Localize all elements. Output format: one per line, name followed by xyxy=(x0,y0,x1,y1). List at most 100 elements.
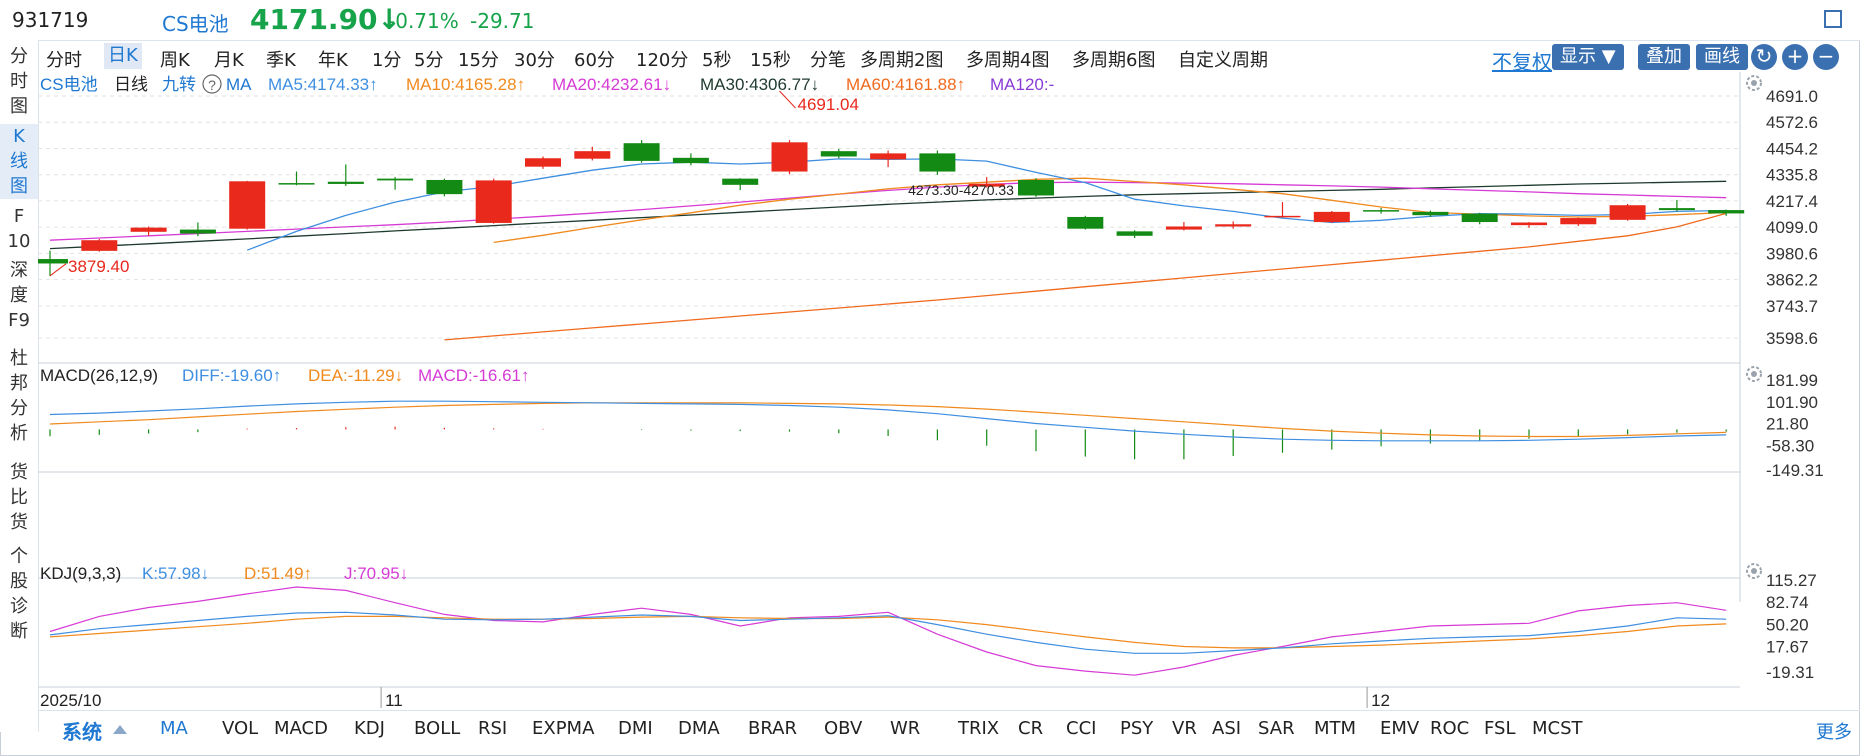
indicator-dmi[interactable]: DMI xyxy=(618,718,653,739)
show-button[interactable]: 显示 ▼ xyxy=(1552,44,1624,70)
quote-header: 931719 CS电池 4171.90↓ -0.71% -29.71 xyxy=(0,0,1860,41)
indicator-roc[interactable]: ROC xyxy=(1430,718,1470,739)
indicator-cci[interactable]: CCI xyxy=(1066,718,1097,739)
high-label: 4691.04 xyxy=(798,95,859,114)
kdj-settings-gear-icon xyxy=(1751,568,1757,574)
candle-body xyxy=(1215,224,1252,227)
sidebar-item-label: 深 xyxy=(10,260,28,281)
indicator-ma[interactable]: MA xyxy=(160,718,188,739)
candle-body xyxy=(1264,215,1301,218)
legend-ma120: MA120:- xyxy=(990,75,1054,94)
adjust-dropdown[interactable]: 不复权 xyxy=(1492,50,1552,74)
indicator-vol[interactable]: VOL xyxy=(222,718,259,739)
sidebar-item-4[interactable]: 杜邦分析 xyxy=(0,346,38,446)
candle-body xyxy=(574,151,611,159)
tab-6[interactable]: 1分 xyxy=(372,50,402,71)
tab-7[interactable]: 5分 xyxy=(414,50,444,71)
tab-15[interactable]: 多周期2图 xyxy=(860,50,944,71)
sidebar-item-5[interactable]: 货比货 xyxy=(0,460,38,535)
change-value: -29.71 xyxy=(470,9,535,33)
indicator-cr[interactable]: CR xyxy=(1018,718,1044,739)
change-percent: -0.71% xyxy=(388,9,459,33)
indicator-mcst[interactable]: MCST xyxy=(1532,718,1583,739)
legend-ma10: MA10:4165.28↑ xyxy=(406,75,525,94)
sidebar-item-label: 10 xyxy=(7,231,31,252)
indicator-psy[interactable]: PSY xyxy=(1120,718,1154,739)
tab-3[interactable]: 月K xyxy=(214,50,244,71)
sidebar-item-label: 股 xyxy=(10,571,28,592)
sidebar-item-0[interactable]: 分时图 xyxy=(0,44,38,119)
draw-line-button[interactable]: 画线 xyxy=(1696,44,1748,70)
tab-14[interactable]: 分笔 xyxy=(810,50,846,71)
sidebar-item-label: 诊 xyxy=(10,596,28,617)
indicator-boll[interactable]: BOLL xyxy=(414,718,461,739)
ma30-line xyxy=(49,180,1727,250)
refresh-icon[interactable]: ↻ xyxy=(1751,44,1777,70)
period-tabs: 不复权 显示 ▼ 叠加 画线 ↻ + − 分时 日K 周K 月K 季K 年K 1分 5分 15分… xyxy=(38,40,1860,74)
tab-10[interactable]: 60分 xyxy=(574,50,615,71)
candle-body xyxy=(327,181,364,184)
indicator-trix[interactable]: TRIX xyxy=(958,718,1000,739)
tab-13[interactable]: 15秒 xyxy=(750,50,791,71)
legend-ma20: MA20:4232.61↓ xyxy=(552,75,671,94)
price-tick-label: 4335.8 xyxy=(1766,166,1818,185)
zoom-in-icon[interactable]: + xyxy=(1782,44,1808,70)
tab-2[interactable]: 周K xyxy=(160,50,190,71)
legend-ma30: MA30:4306.77↓ xyxy=(700,75,819,94)
tab-11[interactable]: 120分 xyxy=(636,50,689,71)
tab-1[interactable]: 日K xyxy=(104,43,142,69)
indicator-fsl[interactable]: FSL xyxy=(1484,718,1516,739)
candle-body xyxy=(1313,211,1350,223)
tab-0[interactable]: 分时 xyxy=(46,50,82,71)
zoom-out-icon[interactable]: − xyxy=(1813,44,1839,70)
sidebar-item-3[interactable]: 深度 F9 xyxy=(0,258,38,333)
system-arrow-icon[interactable] xyxy=(113,725,127,734)
low-label: 3879.40 xyxy=(68,257,129,276)
indicator-mtm[interactable]: MTM xyxy=(1314,718,1357,739)
price-tick-label: 3862.2 xyxy=(1766,271,1818,290)
x-axis-label: 11 xyxy=(385,691,403,708)
indicator-emv[interactable]: EMV xyxy=(1380,718,1420,739)
kdj-legend-k: K:57.98↓ xyxy=(142,564,209,583)
tab-5[interactable]: 年K xyxy=(318,50,348,71)
indicator-dma[interactable]: DMA xyxy=(678,718,720,739)
tab-9[interactable]: 30分 xyxy=(514,50,555,71)
indicator-obv[interactable]: OBV xyxy=(824,718,863,739)
legend-mode: 九转 xyxy=(162,75,196,94)
kline-chart[interactable]: 4691.0 4572.6 4454.2 4335.8 4217.4 4099.0 3980… xyxy=(38,72,1860,708)
macd-legend-title: MACD(26,12,9) xyxy=(40,366,158,385)
maximize-icon[interactable] xyxy=(1824,10,1842,28)
settings-gear-icon xyxy=(1751,80,1757,86)
tab-8[interactable]: 15分 xyxy=(458,50,499,71)
indicator-rsi[interactable]: RSI xyxy=(478,718,508,739)
tab-17[interactable]: 多周期6图 xyxy=(1072,50,1156,71)
sidebar-item-label: 时 xyxy=(10,71,28,92)
k-line xyxy=(49,611,1727,654)
more-button[interactable]: 更多 xyxy=(1816,722,1852,743)
price-tick-label: 4454.2 xyxy=(1766,139,1818,158)
indicator-kdj[interactable]: KDJ xyxy=(354,718,385,739)
candle-body xyxy=(81,240,118,251)
macd-legend-macd: MACD:-16.61↑ xyxy=(418,366,529,385)
sidebar-item-label: 邦 xyxy=(10,373,28,394)
sidebar-item-6[interactable]: 个股诊断 xyxy=(0,544,38,644)
indicator-vr[interactable]: VR xyxy=(1172,718,1197,739)
overlay-button[interactable]: 叠加 xyxy=(1638,44,1690,70)
sidebar-item-label: 杜 xyxy=(10,348,28,369)
tab-16[interactable]: 多周期4图 xyxy=(966,50,1050,71)
indicator-wr[interactable]: WR xyxy=(890,718,921,739)
indicator-sar[interactable]: SAR xyxy=(1258,718,1295,739)
tab-12[interactable]: 5秒 xyxy=(702,50,732,71)
indicator-macd[interactable]: MACD xyxy=(274,718,328,739)
indicator-asi[interactable]: ASI xyxy=(1212,718,1242,739)
indicator-expma[interactable]: EXPMA xyxy=(532,718,595,739)
tab-18[interactable]: 自定义周期 xyxy=(1178,50,1268,71)
candle-body xyxy=(820,151,857,157)
sidebar-item-2[interactable]: F 10 xyxy=(0,204,38,254)
tab-4[interactable]: 季K xyxy=(266,50,296,71)
indicator-brar[interactable]: BRAR xyxy=(748,718,797,739)
ma10-line xyxy=(493,177,1727,244)
system-button[interactable]: 系统 xyxy=(62,720,102,744)
candle-body xyxy=(1708,210,1745,214)
